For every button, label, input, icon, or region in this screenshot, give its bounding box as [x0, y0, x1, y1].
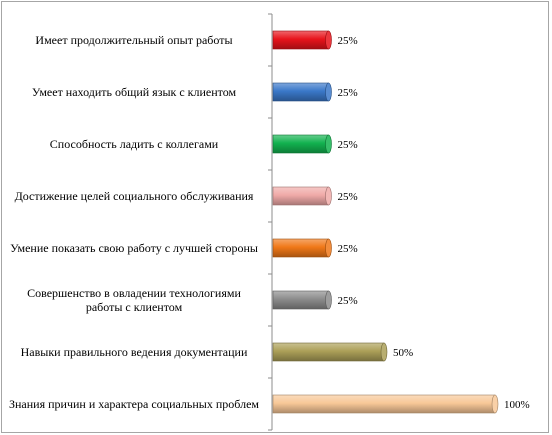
category-label: Умение показать свою работу с лучшей сто…	[10, 241, 258, 255]
bar	[272, 30, 329, 50]
bar	[272, 238, 329, 258]
category-label: Умеет находить общий язык с клиентом	[31, 85, 237, 99]
value-label: 25%	[338, 87, 358, 99]
bar-cap	[325, 290, 332, 310]
bar	[272, 342, 385, 362]
value-label: 25%	[338, 191, 358, 203]
bar-cap	[325, 186, 332, 206]
bar-cap	[325, 134, 332, 154]
category-label: Достижение целей социального обслуживани…	[14, 189, 254, 203]
value-label: 25%	[338, 139, 358, 151]
value-label: 50%	[393, 347, 413, 359]
bar-cap	[325, 30, 332, 50]
value-label: 100%	[504, 399, 530, 411]
category-label: Имеет продолжительный опыт работы	[35, 33, 233, 47]
bar	[272, 82, 329, 102]
value-label: 25%	[338, 243, 358, 255]
bar	[272, 394, 496, 414]
bar	[272, 290, 329, 310]
bars	[272, 30, 499, 414]
value-label: 25%	[338, 295, 358, 307]
category-label: Совершенство в овладении технологиями ра…	[27, 286, 241, 314]
category-label: Навыки правильного ведения документации	[20, 345, 248, 359]
category-label: Способность ладить с коллегами	[49, 137, 219, 151]
bar-cap	[325, 238, 332, 258]
axis-ticks	[268, 13, 272, 431]
bar	[272, 134, 329, 154]
value-labels: 25% 25% 25% 25% 25% 25% 50% 100%	[338, 35, 530, 411]
bar-cap	[491, 394, 499, 414]
category-label: Знания причин и характера социальных про…	[8, 397, 259, 411]
bar-cap	[380, 342, 388, 362]
bar	[272, 186, 329, 206]
bar-cap	[325, 82, 332, 102]
value-label: 25%	[338, 35, 358, 47]
